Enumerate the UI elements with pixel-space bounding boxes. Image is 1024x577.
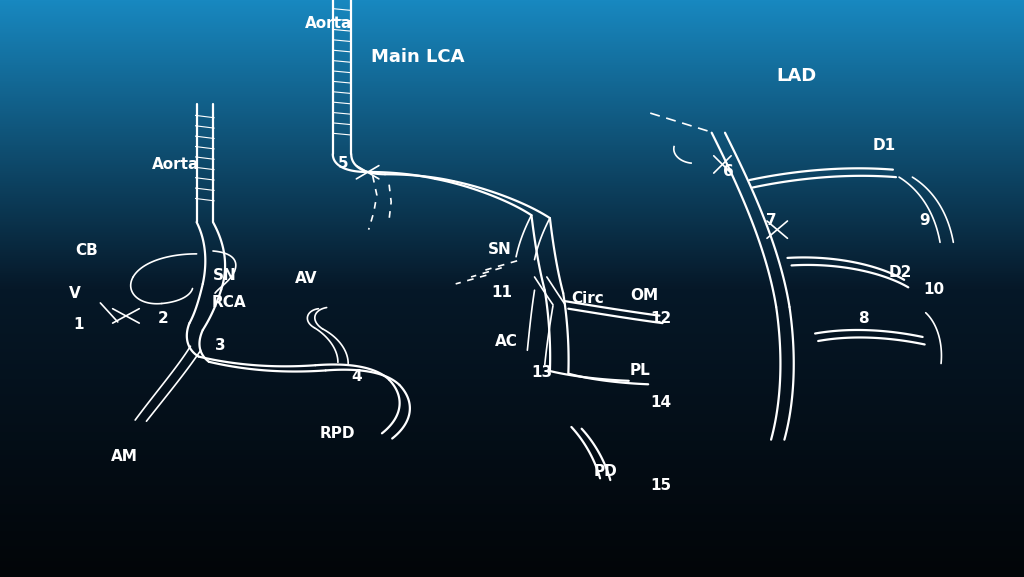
Text: PD: PD bbox=[594, 464, 617, 479]
Text: AC: AC bbox=[495, 334, 517, 349]
Text: LAD: LAD bbox=[776, 67, 816, 85]
Text: 7: 7 bbox=[766, 213, 776, 228]
Text: Aorta: Aorta bbox=[152, 157, 199, 172]
Text: 9: 9 bbox=[920, 213, 930, 228]
Text: RCA: RCA bbox=[212, 295, 247, 310]
Text: D2: D2 bbox=[889, 265, 912, 280]
Text: 14: 14 bbox=[650, 395, 672, 410]
Text: RPD: RPD bbox=[319, 426, 355, 441]
Text: SN: SN bbox=[487, 242, 511, 257]
Text: V: V bbox=[69, 286, 80, 301]
Text: SN: SN bbox=[213, 268, 237, 283]
Text: 13: 13 bbox=[531, 365, 553, 380]
Text: 3: 3 bbox=[215, 338, 225, 353]
Text: CB: CB bbox=[75, 243, 97, 258]
Text: 11: 11 bbox=[492, 285, 513, 300]
Text: 6: 6 bbox=[723, 164, 733, 179]
Text: 5: 5 bbox=[338, 156, 348, 171]
Text: Aorta: Aorta bbox=[305, 16, 352, 31]
Text: 1: 1 bbox=[74, 317, 84, 332]
Text: 10: 10 bbox=[924, 282, 945, 297]
Text: PL: PL bbox=[630, 363, 650, 378]
Text: OM: OM bbox=[630, 288, 657, 303]
Text: Main LCA: Main LCA bbox=[371, 47, 464, 66]
Text: Circ: Circ bbox=[571, 291, 604, 306]
Text: AM: AM bbox=[111, 449, 137, 464]
Text: 2: 2 bbox=[158, 311, 168, 326]
Text: D1: D1 bbox=[872, 138, 896, 153]
Text: 4: 4 bbox=[351, 369, 361, 384]
Text: 15: 15 bbox=[650, 478, 672, 493]
Text: 12: 12 bbox=[650, 311, 672, 326]
Text: AV: AV bbox=[295, 271, 317, 286]
Text: 8: 8 bbox=[858, 311, 868, 326]
